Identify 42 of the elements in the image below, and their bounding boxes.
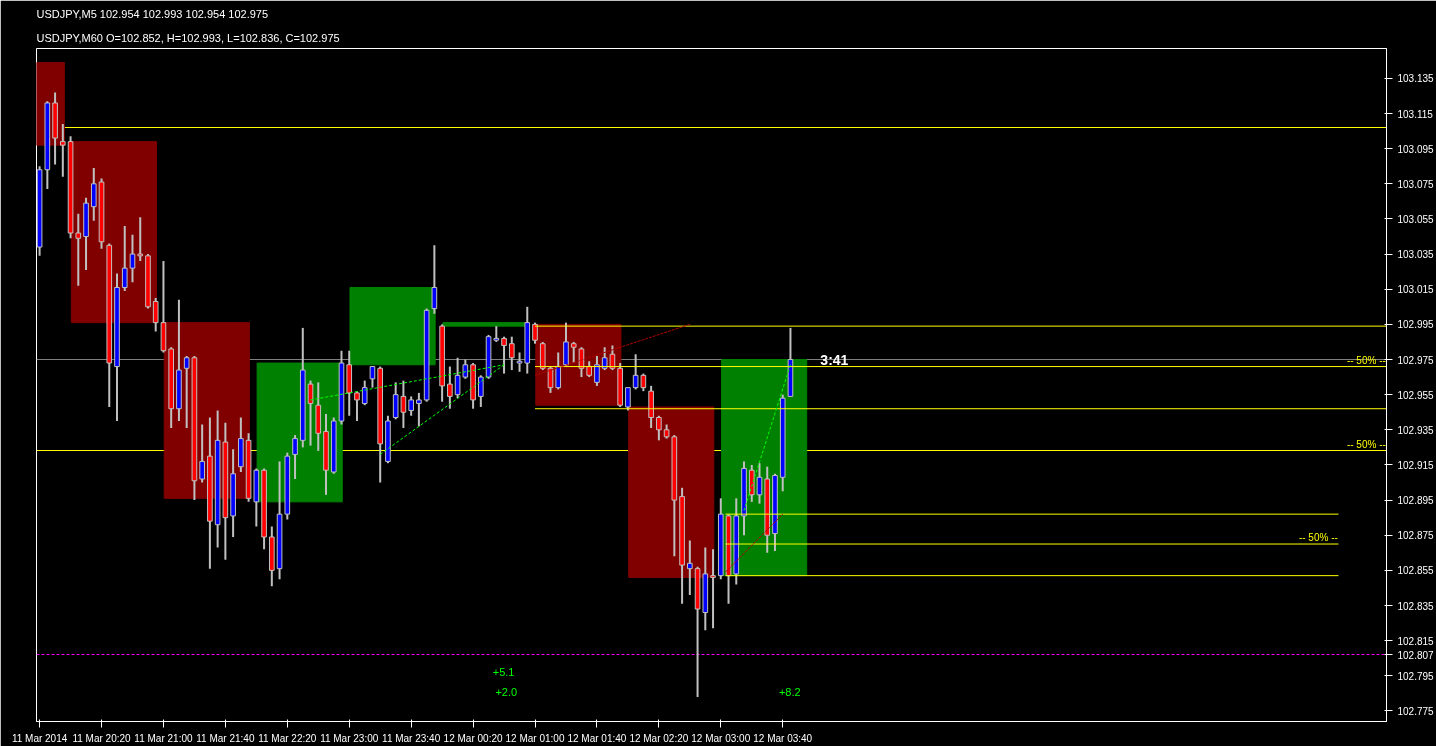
x-tick-label: 11 Mar 22:20: [258, 732, 317, 744]
annotation: -- 50% --: [1298, 532, 1338, 544]
chart-title: USDJPY,M5 102.954 102.993 102.954 102.975: [36, 7, 269, 20]
x-tick-label: 11 Mar 23:00: [320, 732, 379, 744]
x-tick-label: 12 Mar 01:40: [567, 732, 627, 744]
y-tick-label: 103.035: [1397, 249, 1435, 261]
y-tick-label: 102.775: [1397, 705, 1435, 717]
annotation: -- 50% --: [1346, 354, 1386, 366]
x-tick-label: 11 Mar 23:40: [382, 732, 441, 744]
annotation: 3:41: [820, 352, 849, 369]
x-tick-label: 12 Mar 00:20: [443, 732, 503, 744]
y-tick-label: 102.815: [1397, 635, 1435, 647]
x-tick-label: 11 Mar 21:00: [134, 732, 193, 744]
y-tick-label: 103.075: [1397, 178, 1435, 190]
y-tick-label: 102.975: [1397, 354, 1435, 366]
y-tick-label: 102.995: [1397, 319, 1435, 331]
annotation: -- 50% --: [1346, 438, 1386, 450]
annotation: +5.1: [492, 666, 515, 679]
y-tick-label: 103.055: [1397, 213, 1435, 225]
x-tick-label: 12 Mar 03:40: [753, 732, 813, 744]
y-tick-label: 102.915: [1397, 459, 1435, 471]
y-tick-label: 103.015: [1397, 284, 1435, 296]
y-tick-label: 102.955: [1397, 389, 1435, 401]
y-tick-label: 102.855: [1397, 565, 1435, 577]
y-tick-label: 102.935: [1397, 424, 1435, 436]
chart-subtitle: USDJPY,M60 O=102.852, H=102.993, L=102.836, C=102.975: [36, 31, 340, 44]
annotation: +2.0: [495, 685, 518, 698]
x-tick-label: 11 Mar 21:40: [196, 732, 255, 744]
x-tick-label: 11 Mar 20:20: [72, 732, 132, 744]
y-tick-label: 102.835: [1397, 600, 1435, 612]
x-tick-label: 11 Mar 2014: [11, 732, 68, 744]
y-tick-label: 102.795: [1397, 670, 1435, 682]
x-tick-label: 12 Mar 03:00: [691, 732, 751, 744]
x-tick-label: 12 Mar 02:20: [629, 732, 689, 744]
annotation: +8.2: [778, 685, 801, 698]
y-tick-label: 102.895: [1397, 495, 1435, 507]
y-tick-label: 102.807: [1397, 649, 1435, 661]
y-tick-label: 102.875: [1397, 530, 1435, 542]
y-tick-label: 103.135: [1397, 73, 1435, 85]
y-tick-label: 103.115: [1397, 108, 1434, 120]
x-tick-label: 12 Mar 01:00: [505, 732, 565, 744]
y-tick-label: 103.095: [1397, 143, 1435, 155]
